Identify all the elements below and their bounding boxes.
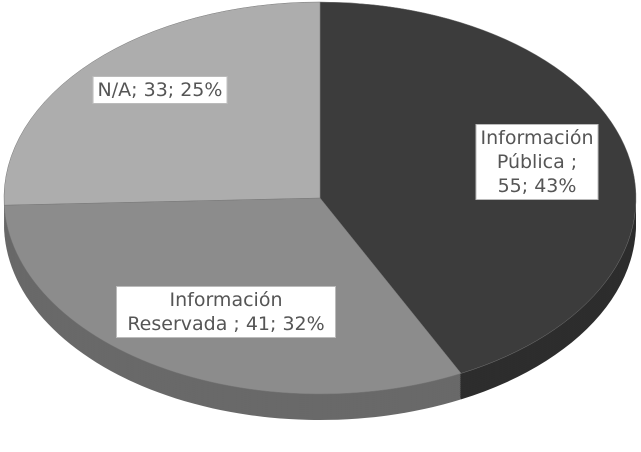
data-label: N/A; 33; 25% <box>92 76 228 104</box>
data-label: Información Pública ; 55; 43% <box>475 124 599 200</box>
data-label: Información Reservada ; 41; 32% <box>116 286 336 338</box>
